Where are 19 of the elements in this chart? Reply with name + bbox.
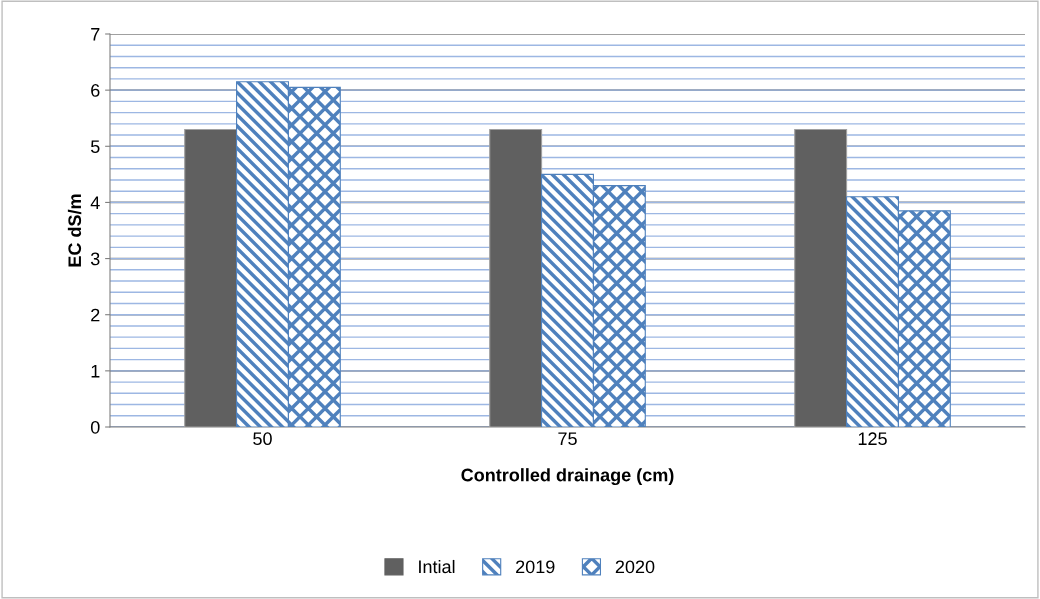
x-axis-title: Controlled drainage (cm) [461, 468, 674, 486]
legend-label: 2020 [615, 560, 655, 574]
bar [794, 128, 848, 427]
x-tick-label: 50 [253, 432, 272, 446]
legend-label: Intial [419, 559, 455, 574]
y-tick-label: 2 [91, 308, 100, 322]
bar [184, 128, 238, 427]
y-axis-title: EC dS/m [67, 194, 82, 267]
bar [489, 128, 543, 427]
y-tick-label: 1 [91, 364, 100, 378]
y-tick-label: 0 [90, 420, 100, 434]
y-tick-label: 4 [90, 196, 100, 209]
x-tick-label: 125 [858, 432, 887, 446]
y-tick-label: 3 [90, 252, 100, 266]
y-tick-label: 6 [91, 84, 100, 97]
y-tick-label: 5 [90, 140, 100, 154]
y-tick-label: 7 [91, 28, 100, 41]
x-tick-label: 75 [558, 432, 577, 446]
legend-label: 2019 [516, 560, 555, 574]
